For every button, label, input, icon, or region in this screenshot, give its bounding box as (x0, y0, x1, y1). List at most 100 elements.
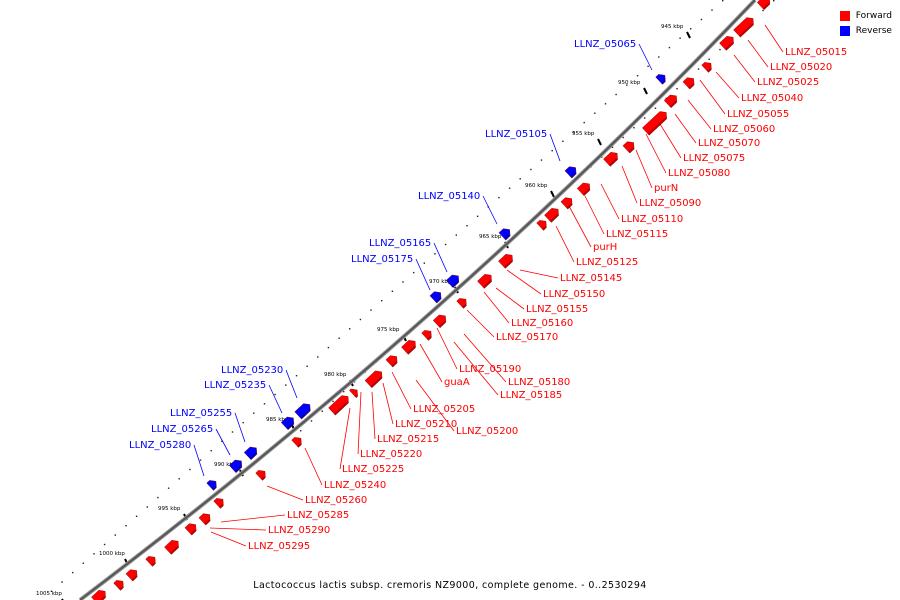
map-part (206, 480, 217, 491)
guide-dot (611, 146, 614, 148)
forward-gene-label: LLNZ_05060 (713, 124, 775, 135)
forward-gene (328, 395, 349, 416)
map-part (334, 401, 349, 416)
guide-dot (762, 9, 764, 12)
map-part (125, 569, 138, 582)
map-part (300, 409, 311, 420)
forward-gene-label: LLNZ_05145 (560, 273, 622, 284)
guide-dot (285, 384, 287, 386)
map-part (190, 529, 197, 536)
guide-dot (690, 28, 692, 30)
map-part (204, 519, 211, 526)
forward-gene-label: LLNZ_05070 (698, 138, 760, 149)
forward-gene-label-leader (600, 183, 620, 220)
legend-reverse: Reverse (839, 23, 892, 38)
guide-dot (654, 107, 657, 109)
guide-dot (125, 525, 127, 527)
forward-gene (385, 355, 398, 368)
forward-gene-label: LLNZ_05115 (606, 229, 668, 240)
reverse-gene (294, 403, 311, 420)
reverse-gene-label: LLNZ_05105 (485, 129, 547, 140)
forward-gene-label: LLNZ_05020 (770, 62, 832, 73)
guide-dot (708, 58, 710, 60)
reverse-gene-label: LLNZ_05140 (418, 191, 480, 202)
map-part (688, 83, 695, 90)
map-part (164, 540, 179, 555)
forward-gene-label: LLNZ_05240 (324, 480, 386, 491)
guide-dot (615, 93, 617, 96)
forward-gene-label: LLNZ_05075 (683, 153, 745, 164)
map-part (286, 422, 294, 430)
map-part (739, 23, 754, 38)
forward-gene-label-leader (764, 24, 784, 53)
guide-dot (644, 117, 646, 119)
reverse-gene-label: LLNZ_05065 (574, 39, 636, 50)
forward-gene (291, 437, 302, 448)
forward-gene-label-leader (210, 531, 247, 547)
forward-gene-label: purH (593, 242, 617, 253)
map-part (151, 562, 156, 567)
forward-gene (113, 580, 124, 591)
backbone-shadow (78, 0, 757, 600)
guide-dot (711, 9, 713, 11)
guide-dot (103, 543, 106, 546)
guide-dot (199, 459, 202, 461)
tick-label: 950 kbp (618, 80, 641, 86)
map-part (608, 158, 618, 167)
tick-label: 995 kbp (158, 506, 181, 512)
forward-gene-label-leader (568, 205, 592, 248)
tick-mark (686, 31, 691, 39)
map-part (549, 214, 559, 223)
legend-forward: Forward (839, 8, 892, 23)
guide-dot (370, 309, 372, 311)
reverse-gene-label-leader (215, 428, 231, 456)
forward-gene-label-leader (304, 447, 323, 486)
forward-gene (255, 470, 266, 481)
forward-gene-label: LLNZ_05090 (639, 198, 701, 209)
backbone-line (79, 0, 756, 600)
map-part (421, 330, 432, 341)
map-part (564, 166, 577, 179)
forward-gene-label: LLNZ_05295 (248, 541, 310, 552)
forward-gene (536, 220, 547, 231)
map-part (255, 470, 266, 481)
forward-gene-label: LLNZ_05290 (268, 525, 330, 536)
guide-dot (146, 506, 148, 508)
map-part (733, 17, 754, 38)
forward-gene-label: LLNZ_05125 (576, 257, 638, 268)
forward-gene (198, 513, 211, 526)
map-part (291, 437, 302, 448)
forward-gene-label: LLNZ_05200 (456, 426, 518, 437)
reverse-gene (243, 446, 258, 461)
forward-gene-label-leader (715, 71, 740, 99)
reverse-swatch (839, 25, 850, 36)
map-part (406, 346, 416, 355)
tick-label: 965 kbp (479, 234, 502, 240)
reverse-gene-label-leader (193, 444, 205, 477)
forward-gene-label: LLNZ_05025 (757, 77, 819, 88)
reverse-gene (564, 166, 577, 179)
forward-gene-label: LLNZ_05190 (459, 364, 521, 375)
label-leader-lines (193, 24, 784, 547)
map-part (669, 100, 677, 108)
guide-dot (135, 515, 138, 517)
forward-gene (213, 498, 224, 509)
forward-gene (560, 197, 573, 210)
forward-gene-label-leader (555, 225, 575, 263)
tick-label: 970 kbp (429, 279, 452, 285)
reverse-gene-label: LLNZ_05265 (151, 424, 213, 435)
reverse-gene (498, 228, 511, 241)
map-part (661, 80, 666, 85)
guide-dot (381, 300, 383, 302)
map-part (707, 68, 712, 73)
forward-gene (576, 182, 591, 197)
guide-dot (668, 46, 671, 49)
forward-gene-label: LLNZ_05260 (305, 495, 367, 506)
forward-gene-label: LLNZ_05080 (668, 168, 730, 179)
forward-gene (401, 340, 416, 355)
forward-gene-label-leader (453, 341, 499, 396)
map-part (642, 111, 667, 136)
forward-gene-label: LLNZ_05180 (508, 377, 570, 388)
map-part (566, 203, 573, 210)
map-part (234, 465, 242, 473)
